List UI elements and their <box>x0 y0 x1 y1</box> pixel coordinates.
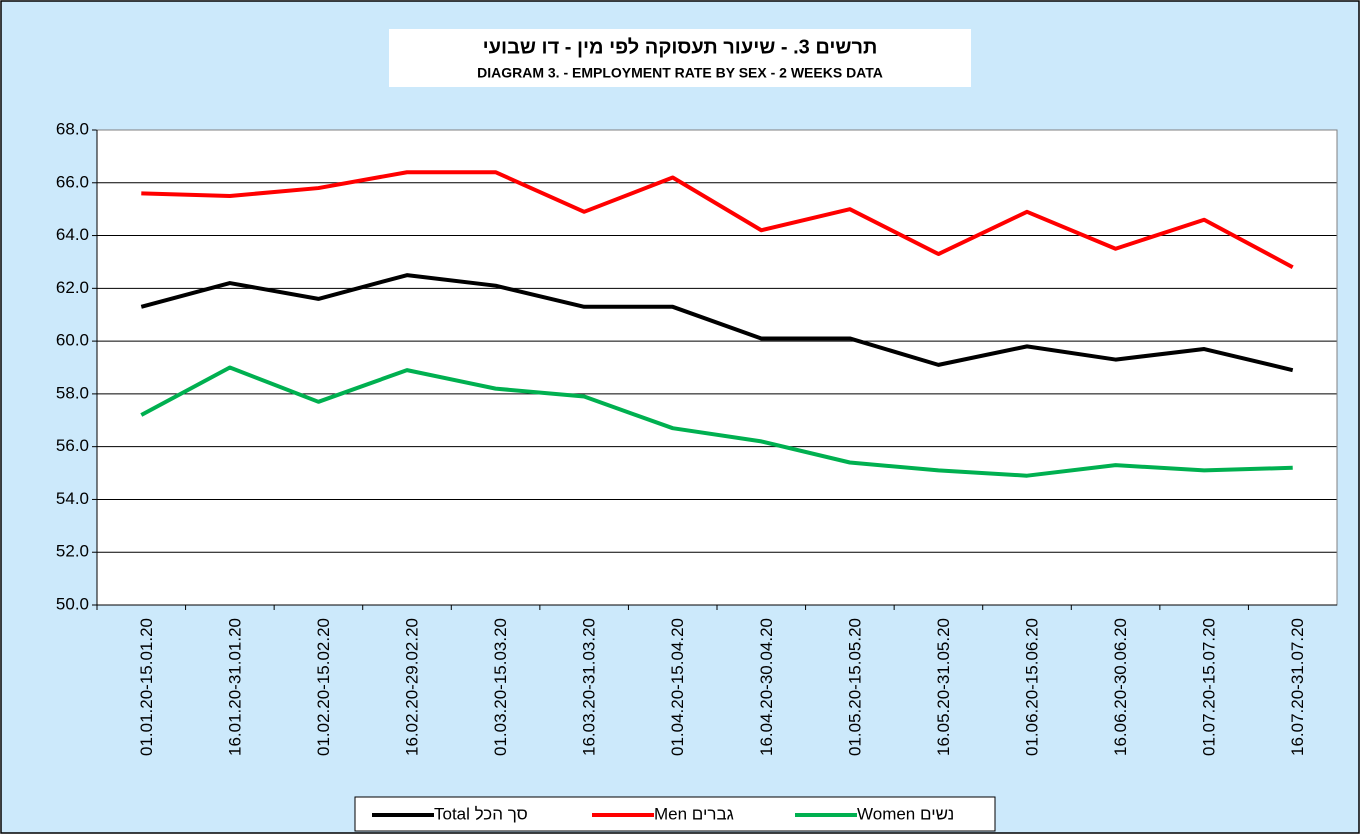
x-tick-label: 16.06.20-30.06.20 <box>1111 618 1130 756</box>
y-tick-label: 66.0 <box>56 172 89 191</box>
x-tick-label: 16.07.20-31.07.20 <box>1288 618 1307 756</box>
y-tick-label: 64.0 <box>56 225 89 244</box>
title-box <box>389 29 971 87</box>
x-tick-label: 01.03.20-15.03.20 <box>491 618 510 756</box>
legend-label: Men גברים <box>654 804 734 823</box>
y-tick-label: 54.0 <box>56 489 89 508</box>
series-line <box>140 365 1293 478</box>
y-tick-label: 68.0 <box>56 119 89 138</box>
y-tick-label: 58.0 <box>56 383 89 402</box>
legend <box>354 796 996 832</box>
chart-subtitle: DIAGRAM 3. - EMPLOYMENT RATE BY SEX - 2 … <box>477 65 883 81</box>
y-tick-label: 56.0 <box>56 436 89 455</box>
chart-title: תרשים 3. - שיעור תעסוקה לפי מין - דו שבו… <box>483 36 878 58</box>
y-tick-label: 60.0 <box>56 331 89 350</box>
x-tick-label: 01.05.20-15.05.20 <box>845 618 864 756</box>
y-tick-label: 52.0 <box>56 542 89 561</box>
series-line <box>140 273 1294 373</box>
x-tick-label: 01.04.20-15.04.20 <box>668 618 687 756</box>
x-tick-label: 01.02.20-15.02.20 <box>314 618 333 756</box>
x-tick-label: 16.04.20-30.04.20 <box>757 618 776 756</box>
legend-label: Women נשים <box>857 804 954 823</box>
x-tick-label: 01.07.20-15.07.20 <box>1200 618 1219 756</box>
x-tick-label: 16.05.20-31.05.20 <box>934 618 953 756</box>
legend-label: Total סך הכל <box>434 804 528 823</box>
x-tick-label: 16.01.20-31.01.20 <box>225 618 244 756</box>
x-tick-label: 16.02.20-29.02.20 <box>402 618 421 756</box>
y-tick-label: 50.0 <box>56 594 89 613</box>
x-tick-label: 01.06.20-15.06.20 <box>1022 618 1041 756</box>
x-tick-label: 01.01.20-15.01.20 <box>137 618 156 756</box>
plot-area <box>97 130 1337 605</box>
series-line <box>141 170 1294 269</box>
x-tick-label: 16.03.20-31.03.20 <box>580 618 599 756</box>
y-tick-label: 62.0 <box>56 278 89 297</box>
